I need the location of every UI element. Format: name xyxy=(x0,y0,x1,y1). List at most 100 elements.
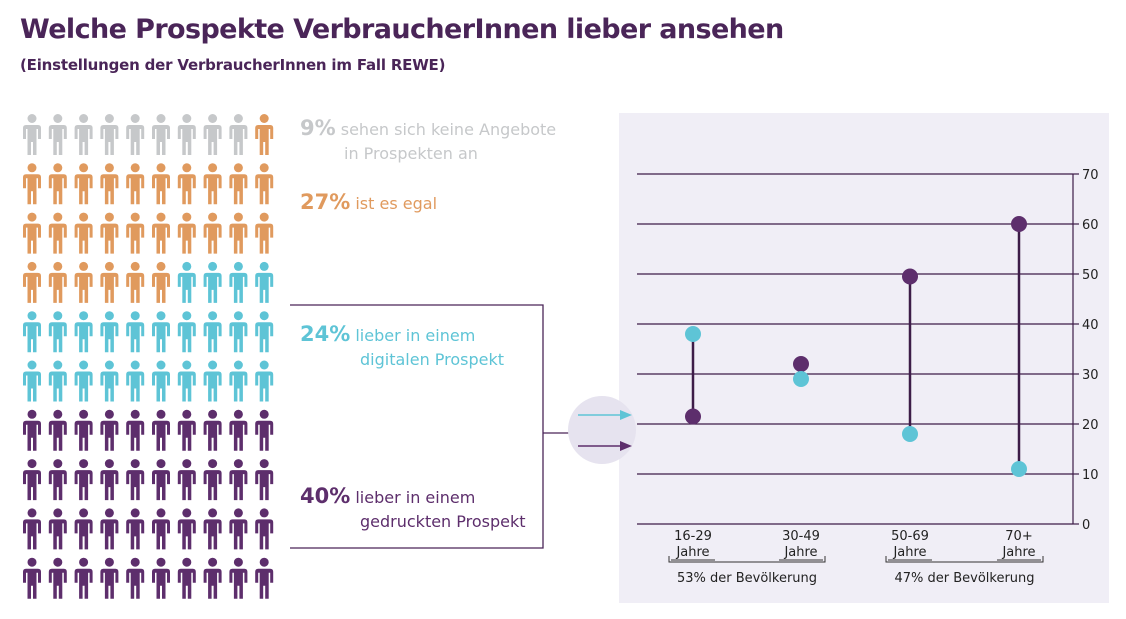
person-icon xyxy=(23,261,41,303)
point-print xyxy=(902,268,918,285)
person-icon xyxy=(100,508,119,550)
person-icon xyxy=(255,311,274,353)
y-tick-label: 60 xyxy=(1082,218,1099,233)
person-icon xyxy=(100,163,119,205)
person-icon xyxy=(177,409,196,451)
person-icon xyxy=(177,557,196,599)
person-icon xyxy=(152,212,170,254)
person-icon xyxy=(255,557,274,599)
person-icon xyxy=(23,409,41,451)
person-icon xyxy=(152,459,170,501)
person-icon xyxy=(48,212,67,254)
digital-arrow-icon xyxy=(578,410,632,420)
legend-digital-line1: lieber in einem xyxy=(355,326,476,345)
person-icon xyxy=(152,557,170,599)
person-icon xyxy=(177,261,196,303)
person-icon xyxy=(48,114,67,155)
legend-print-line2: gedruckten Prospekt xyxy=(360,512,526,531)
person-icon xyxy=(177,212,196,254)
person-icon xyxy=(152,360,170,402)
person-icon xyxy=(48,261,67,303)
person-icon xyxy=(126,508,145,550)
legend-egal: 27% ist es egal xyxy=(300,190,437,216)
print-arrow-icon xyxy=(578,441,632,451)
legend-print-pct: 40% xyxy=(300,484,351,508)
x-tick-label: 30-49 xyxy=(782,529,820,544)
legend-digital-pct: 24% xyxy=(300,322,351,346)
person-icon xyxy=(255,409,274,451)
person-icon xyxy=(255,212,274,254)
person-icon xyxy=(100,212,119,254)
group-label: 53% der Bevölkerung xyxy=(677,571,817,586)
person-icon xyxy=(48,557,67,599)
person-icon xyxy=(48,409,67,451)
person-icon xyxy=(100,261,119,303)
point-digital xyxy=(1011,461,1027,477)
legend-none: 9% sehen sich keine Angebote in Prospekt… xyxy=(300,116,556,166)
y-tick-label: 20 xyxy=(1082,418,1099,433)
person-icon xyxy=(203,163,222,205)
legend-none-line2: in Prospekten an xyxy=(344,144,478,163)
person-icon xyxy=(48,311,67,353)
person-icon xyxy=(177,508,196,550)
person-icon xyxy=(23,311,41,353)
group-bracket xyxy=(668,556,826,563)
x-tick-label: 50-69 xyxy=(891,529,929,544)
person-icon xyxy=(23,508,41,550)
person-icon xyxy=(177,459,196,501)
person-icon xyxy=(152,261,170,303)
legend-digital-line2: digitalen Prospekt xyxy=(360,350,505,369)
y-tick-label: 0 xyxy=(1082,518,1090,533)
person-icon xyxy=(229,508,248,550)
person-icon xyxy=(255,261,274,303)
y-tick-label: 70 xyxy=(1082,168,1099,183)
y-tick-label: 30 xyxy=(1082,368,1099,383)
person-icon xyxy=(203,459,222,501)
chart-subtitle: (Einstellungen der VerbraucherInnen im F… xyxy=(20,56,446,74)
person-icon xyxy=(48,508,67,550)
person-icon xyxy=(48,360,67,402)
x-tick-label: Jahre xyxy=(675,545,709,560)
y-tick-label: 50 xyxy=(1082,268,1099,283)
legend-digital: 24% lieber in einem digitalen Prospekt xyxy=(300,322,504,372)
person-icon xyxy=(126,163,145,205)
legend-print: 40% lieber in einem gedruckten Prospekt xyxy=(300,484,526,534)
point-digital xyxy=(902,426,918,442)
person-icon xyxy=(23,114,41,155)
person-icon xyxy=(100,311,119,353)
legend-none-pct: 9% xyxy=(300,116,336,140)
legend-egal-line1: ist es egal xyxy=(355,194,438,213)
person-icon xyxy=(74,508,93,550)
person-icon xyxy=(203,508,222,550)
person-icon xyxy=(100,114,119,155)
person-icon xyxy=(229,459,248,501)
x-tick-label: 70+ xyxy=(1005,529,1032,544)
person-icon xyxy=(229,212,248,254)
person-icon xyxy=(126,311,145,353)
person-icon xyxy=(177,311,196,353)
person-icon xyxy=(126,360,145,402)
person-icon xyxy=(255,114,274,155)
person-icon xyxy=(100,360,119,402)
person-icon xyxy=(177,114,196,155)
person-icon xyxy=(48,163,67,205)
person-icon xyxy=(74,163,93,205)
person-icon xyxy=(177,163,196,205)
x-tick-label: Jahre xyxy=(783,545,817,560)
person-icon xyxy=(126,459,145,501)
person-icon xyxy=(203,261,222,303)
person-icon xyxy=(126,114,145,155)
person-icon xyxy=(229,409,248,451)
person-icon xyxy=(255,459,274,501)
person-icon xyxy=(100,557,119,599)
person-icon xyxy=(126,212,145,254)
person-icon xyxy=(23,360,41,402)
person-icon xyxy=(100,409,119,451)
person-icon xyxy=(229,360,248,402)
person-icon xyxy=(152,508,170,550)
person-icon xyxy=(255,360,274,402)
person-icon xyxy=(74,409,93,451)
person-icon xyxy=(126,557,145,599)
x-tick-label: Jahre xyxy=(892,545,926,560)
